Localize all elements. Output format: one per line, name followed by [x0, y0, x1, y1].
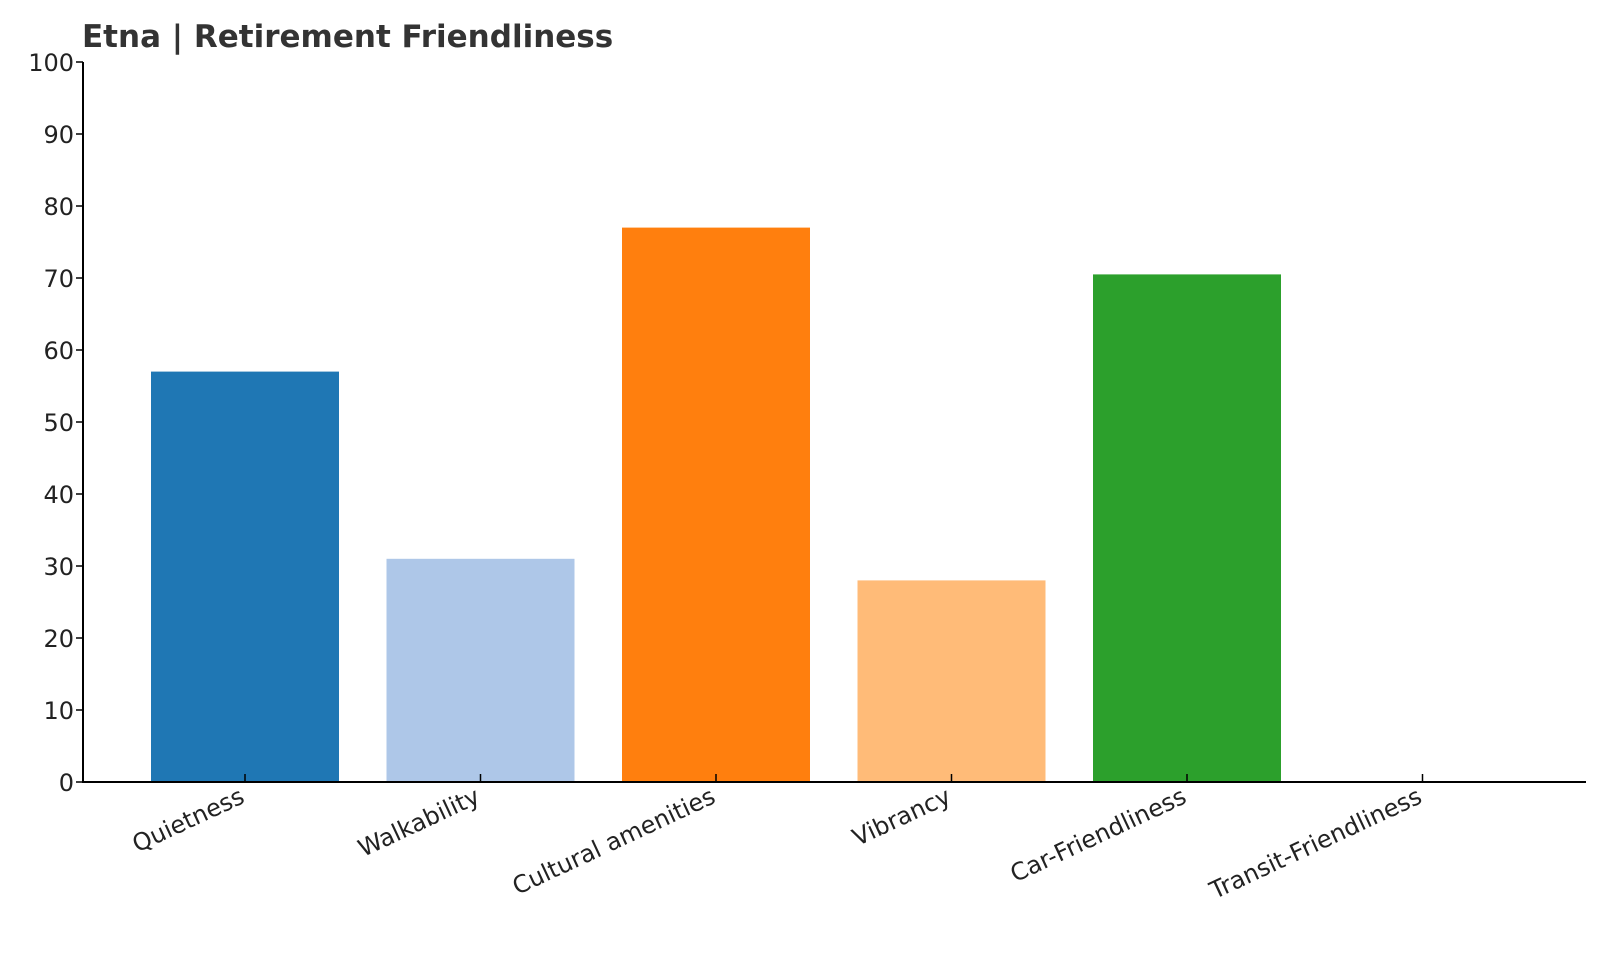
bars-group: [151, 227, 1281, 783]
bar-vibrancy: [857, 580, 1046, 782]
y-tick-label: 0: [59, 769, 74, 797]
y-tick-label: 60: [43, 337, 74, 365]
y-tick-label: 20: [43, 625, 74, 653]
y-tick-label: 90: [43, 121, 74, 149]
bar-quietness: [151, 371, 339, 782]
x-tick-label: Car-Friendliness: [1006, 782, 1191, 888]
bar-cultural-amenities: [622, 227, 810, 783]
bar-walkability: [386, 558, 575, 782]
y-tick-label: 70: [43, 265, 74, 293]
x-axis: Quietness Walkability Cultural amenities Vi…: [82, 774, 1586, 905]
y-axis: 0 10 20 30 40 50 60 70 80 90 100: [28, 49, 84, 797]
chart-title: Etna | Retirement Friendliness: [82, 19, 613, 55]
y-tick-label: 30: [43, 553, 74, 581]
y-tick-label: 40: [43, 481, 74, 509]
bar-car-friendliness: [1093, 274, 1281, 782]
x-tick-label: Walkability: [354, 782, 484, 863]
y-tick-label: 10: [43, 697, 74, 725]
y-tick-label: 100: [28, 49, 74, 77]
x-tick-label: Transit-Friendliness: [1205, 782, 1426, 905]
x-tick-label: Quietness: [128, 782, 249, 858]
y-tick-label: 80: [43, 193, 74, 221]
y-tick-label: 50: [43, 409, 74, 437]
x-tick-label: Cultural amenities: [508, 782, 719, 900]
x-tick-label: Vibrancy: [848, 782, 955, 852]
